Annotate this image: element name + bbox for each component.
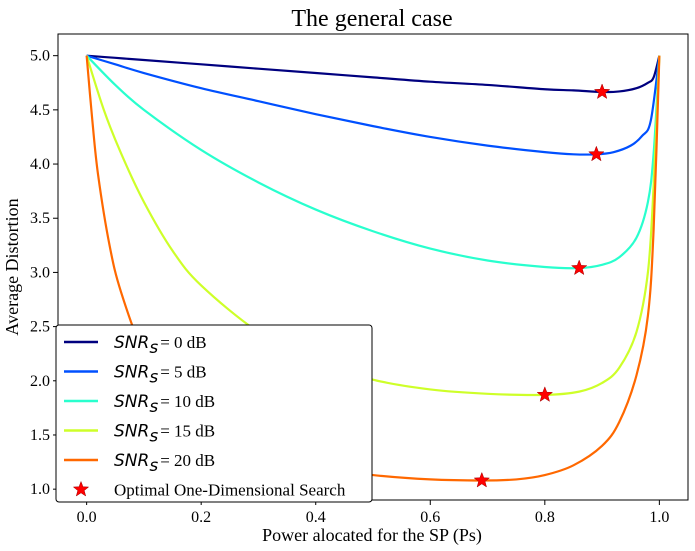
y-tick-label: 3.5	[30, 210, 50, 227]
legend-entry-label: SNRs = 10 dB	[114, 392, 215, 417]
y-tick-label: 4.5	[30, 102, 50, 119]
legend-math-symbol: SNR	[114, 333, 149, 353]
legend-entry-label: SNRs = 20 dB	[114, 451, 215, 476]
legend-math-subscript: s	[149, 368, 158, 388]
series-line	[86, 54, 661, 156]
series-line	[85, 55, 661, 482]
optimal-point-marker	[570, 259, 588, 276]
y-axis: 1.0 1.5 2.0 2.5 3.0 3.5 4.0 4.5 5.0	[30, 48, 58, 498]
legend-entry-label: SNRs = 0 dB	[114, 333, 207, 358]
plot-frame	[57, 33, 689, 501]
legend-entry-label: Optimal One-Dimensional Search	[114, 481, 346, 500]
y-tick-label: 2.5	[30, 319, 50, 336]
legend-entry-suffix: = 15 dB	[160, 422, 215, 441]
legend-math-subscript: s	[149, 456, 158, 476]
chart-title: The general case	[291, 6, 452, 32]
x-axis: 0.0 0.2 0.4 0.6 0.8 1.0	[77, 500, 669, 526]
legend-entry-suffix: = 20 dB	[160, 451, 215, 470]
y-axis-label: Average Distortion	[2, 198, 22, 335]
legend-star-marker	[72, 480, 90, 497]
optimal-point-marker	[593, 83, 611, 100]
legend-math-symbol: SNR	[114, 422, 149, 442]
legend-entry-suffix: = 5 dB	[160, 363, 206, 382]
y-tick-label: 1.5	[30, 427, 50, 444]
series-line	[85, 54, 661, 270]
legend-math-subscript: s	[149, 397, 158, 417]
legend-entry-label: SNRs = 5 dB	[114, 363, 207, 388]
y-tick-label: 5.0	[30, 48, 50, 65]
x-tick-label: 0.2	[191, 509, 211, 526]
x-tick-label: 1.0	[649, 509, 669, 526]
legend-math-subscript: s	[149, 338, 158, 358]
legend-math-subscript: s	[149, 427, 158, 447]
plot-area	[85, 54, 661, 488]
legend-entry-label: SNRs = 15 dB	[114, 422, 215, 447]
optimal-point-marker	[473, 471, 491, 488]
x-tick-label: 0.8	[535, 509, 555, 526]
x-tick-label: 0.6	[420, 509, 440, 526]
x-axis-label: Power alocated for the SP (Ps)	[262, 525, 482, 546]
legend-box	[55, 324, 373, 503]
series-line	[85, 55, 661, 397]
legend-math-symbol: SNR	[114, 451, 149, 471]
series-line	[86, 54, 661, 94]
y-tick-label: 2.0	[30, 373, 50, 390]
x-tick-label: 0.4	[306, 509, 326, 526]
legend-entry-suffix: = 10 dB	[160, 392, 215, 411]
optimal-point-marker	[588, 145, 605, 162]
optimal-point-marker	[536, 386, 554, 402]
x-tick-label: 0.0	[77, 509, 97, 526]
y-tick-label: 3.0	[30, 264, 50, 281]
y-tick-label: 4.0	[30, 156, 50, 173]
y-tick-label: 1.0	[30, 481, 50, 498]
legend-math-symbol: SNR	[114, 363, 149, 383]
legend-entry-suffix: = 0 dB	[160, 333, 206, 352]
legend-math-symbol: SNR	[114, 392, 149, 412]
